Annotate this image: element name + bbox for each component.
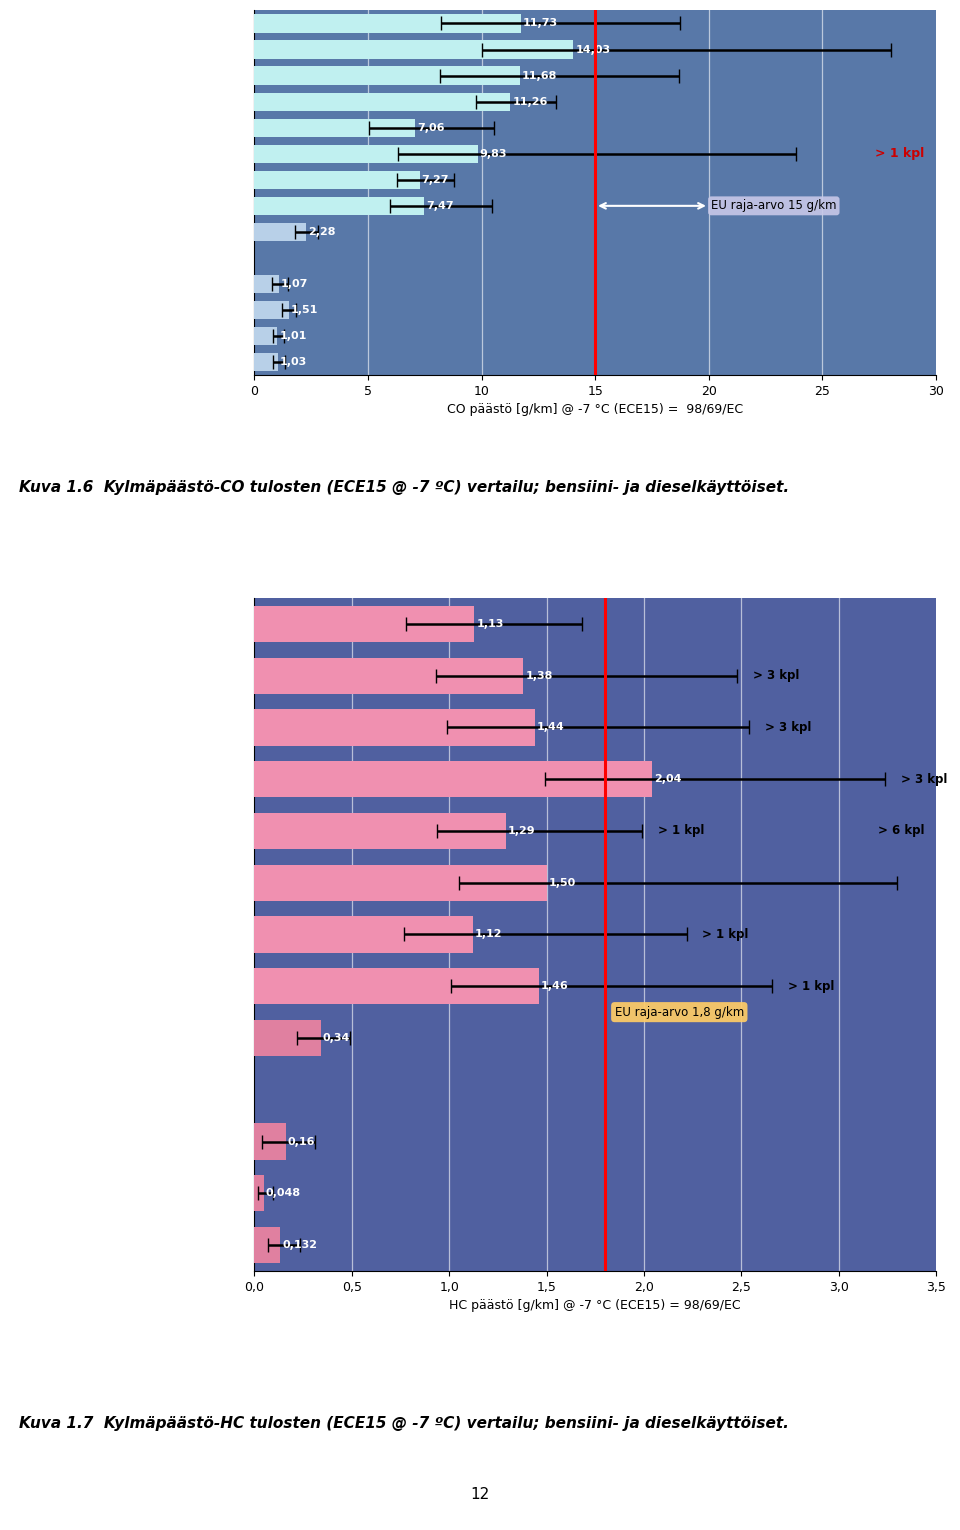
Bar: [254, 864, 546, 901]
Text: 9,83: 9,83: [480, 148, 507, 159]
Bar: [254, 171, 420, 188]
Text: (3#)  EkoAuto '99 (D) avg: (3#) EkoAuto '99 (D) avg: [763, 1083, 931, 1097]
Bar: [254, 1227, 280, 1264]
Text: (3#) EkoAuto '98 (D) avg: (3#) EkoAuto '98 (D) avg: [767, 225, 931, 239]
Text: (19#) TM-Talvi '01 avg: (19#) TM-Talvi '01 avg: [785, 147, 931, 161]
Text: (4#) EkoAuto '02 avg: (4#) EkoAuto '02 avg: [792, 199, 931, 213]
Text: 7,06: 7,06: [417, 122, 444, 133]
Text: > 3 kpl: > 3 kpl: [764, 721, 811, 734]
Text: 1,38: 1,38: [525, 670, 553, 681]
Text: > 6 kpl: > 6 kpl: [877, 825, 924, 837]
Text: 1,13: 1,13: [476, 620, 504, 629]
Text: 7,47: 7,47: [426, 200, 454, 211]
Bar: [254, 14, 521, 32]
Text: (9#) EkoAuto '99 avg: (9#) EkoAuto '99 avg: [792, 721, 931, 734]
Text: (8#) EkoAuto '02) (D) avg: (8#) EkoAuto '02) (D) avg: [762, 355, 931, 369]
Text: (3#) EkoAuto '99 (D) avg: (3#) EkoAuto '99 (D) avg: [767, 251, 931, 265]
Bar: [254, 197, 424, 216]
Text: 11,73: 11,73: [523, 18, 558, 29]
Bar: [254, 40, 573, 58]
Bar: [254, 275, 278, 294]
Text: (6#) EkoAuto '01 (D) avg: (6#) EkoAuto '01 (D) avg: [767, 1239, 931, 1252]
Text: 1,50: 1,50: [548, 878, 576, 887]
Text: 11,68: 11,68: [522, 70, 557, 81]
Bar: [254, 812, 506, 849]
X-axis label: CO päästö [g/km] @ -7 °C (ECE15) =  98/69/EC: CO päästö [g/km] @ -7 °C (ECE15) = 98/69…: [447, 404, 743, 416]
Text: (6#) TM-Talvi '00 avg: (6#) TM-Talvi '00 avg: [793, 95, 931, 109]
Text: > 1 kpl: > 1 kpl: [876, 147, 924, 161]
Bar: [254, 301, 289, 320]
Text: > 3 kpl: > 3 kpl: [753, 669, 800, 682]
Bar: [254, 606, 474, 643]
Bar: [254, 145, 478, 162]
Text: Kuva 1.7  Kylmäpäästö-HC tulosten (ECE15 @ -7 ºC) vertailu; bensiini- ja dieselk: Kuva 1.7 Kylmäpäästö-HC tulosten (ECE15 …: [19, 1417, 789, 1431]
Text: 2,28: 2,28: [308, 226, 336, 237]
Text: 1,51: 1,51: [291, 304, 318, 315]
X-axis label: HC päästö [g/km] @ -7 °C (ECE15) = 98/69/EC: HC päästö [g/km] @ -7 °C (ECE15) = 98/69…: [449, 1299, 741, 1313]
Text: EU raja-arvo 15 g/km: EU raja-arvo 15 g/km: [711, 199, 836, 213]
Text: (6#) TM-Talvi '00 avg: (6#) TM-Talvi '00 avg: [793, 773, 931, 786]
Bar: [254, 66, 519, 84]
Text: (9#) EkoAuto '00 avg: (9#) EkoAuto '00 avg: [792, 121, 931, 135]
Bar: [254, 118, 415, 136]
Text: (6#) TM-Talvi '00 (D) avg: (6#) TM-Talvi '00 (D) avg: [768, 277, 931, 291]
Bar: [254, 760, 652, 797]
Text: 0,132: 0,132: [282, 1241, 317, 1250]
Text: (6#) TM-Talvi '00 (D) avg: (6#) TM-Talvi '00 (D) avg: [768, 1135, 931, 1148]
Text: (9#) EkoAuto '98 avg: (9#) EkoAuto '98 avg: [792, 618, 931, 630]
Bar: [254, 916, 472, 953]
Text: (6#) EkoAuto '01 avg: (6#) EkoAuto '01 avg: [792, 929, 931, 941]
Text: 1,01: 1,01: [279, 330, 307, 341]
Text: (3#) EkoAuto '00 (D) avg: (3#) EkoAuto '00 (D) avg: [767, 303, 931, 317]
Text: EU raja-arvo 1,8 g/km: EU raja-arvo 1,8 g/km: [614, 1005, 744, 1019]
Text: > 3 kpl: > 3 kpl: [900, 773, 948, 786]
Text: 0,34: 0,34: [323, 1033, 350, 1043]
Text: Kuva 1.6  Kylmäpäästö-CO tulosten (ECE15 @ -7 ºC) vertailu; bensiini- ja dieselk: Kuva 1.6 Kylmäpäästö-CO tulosten (ECE15 …: [19, 480, 789, 496]
Bar: [254, 223, 306, 242]
Text: 7,27: 7,27: [421, 174, 449, 185]
Text: (3#) EkoAuto '00 (D) avg: (3#) EkoAuto '00 (D) avg: [767, 1187, 931, 1200]
Text: 0,16: 0,16: [288, 1137, 315, 1146]
Bar: [254, 327, 277, 346]
Text: (3#)  EkoAuto '98 (D) avg: (3#) EkoAuto '98 (D) avg: [763, 1031, 931, 1045]
Text: 14,03: 14,03: [575, 44, 611, 55]
Bar: [254, 353, 277, 372]
Text: > 1 kpl: > 1 kpl: [788, 979, 834, 993]
Text: (6#) EkoAuto '01 avg: (6#) EkoAuto '01 avg: [792, 173, 931, 187]
Text: 1,46: 1,46: [540, 981, 568, 991]
Text: > 1 kpl: > 1 kpl: [703, 929, 749, 941]
Text: (9#) EkoAuto '00 avg: (9#) EkoAuto '00 avg: [792, 825, 931, 837]
Text: (4#) EkoAuto '02 avg: (4#) EkoAuto '02 avg: [792, 979, 931, 993]
Text: 1,44: 1,44: [537, 722, 564, 733]
Text: 1,29: 1,29: [508, 826, 536, 835]
Text: > 1 kpl: > 1 kpl: [658, 825, 704, 837]
Text: 1,07: 1,07: [280, 278, 308, 289]
Text: 2,04: 2,04: [654, 774, 682, 785]
Bar: [254, 1123, 285, 1160]
Bar: [254, 968, 539, 1004]
Text: (16#) TM-Talvi '99 avg: (16#) TM-Talvi '99 avg: [784, 669, 931, 682]
Text: 1,03: 1,03: [280, 356, 307, 367]
Bar: [254, 92, 510, 110]
Bar: [254, 1021, 321, 1056]
Bar: [254, 1175, 264, 1212]
Bar: [254, 710, 535, 745]
Text: 12: 12: [470, 1487, 490, 1502]
Text: (6#) EkoAuto '01 (D) avg: (6#) EkoAuto '01 (D) avg: [767, 329, 931, 343]
Text: 11,26: 11,26: [513, 96, 547, 107]
Text: (9#) EkoAuto '99 avg: (9#) EkoAuto '99 avg: [792, 69, 931, 83]
Text: (9#) EkoAuto '98 avg: (9#) EkoAuto '98 avg: [792, 17, 931, 31]
Text: (19#) TM-Talvi '01 avg: (19#) TM-Talvi '01 avg: [785, 877, 931, 889]
Bar: [254, 658, 523, 693]
Text: 0,048: 0,048: [266, 1189, 300, 1198]
Text: (16#) TM-Talvi '99 avg: (16#) TM-Talvi '99 avg: [784, 43, 931, 57]
Text: 1,12: 1,12: [474, 930, 502, 939]
